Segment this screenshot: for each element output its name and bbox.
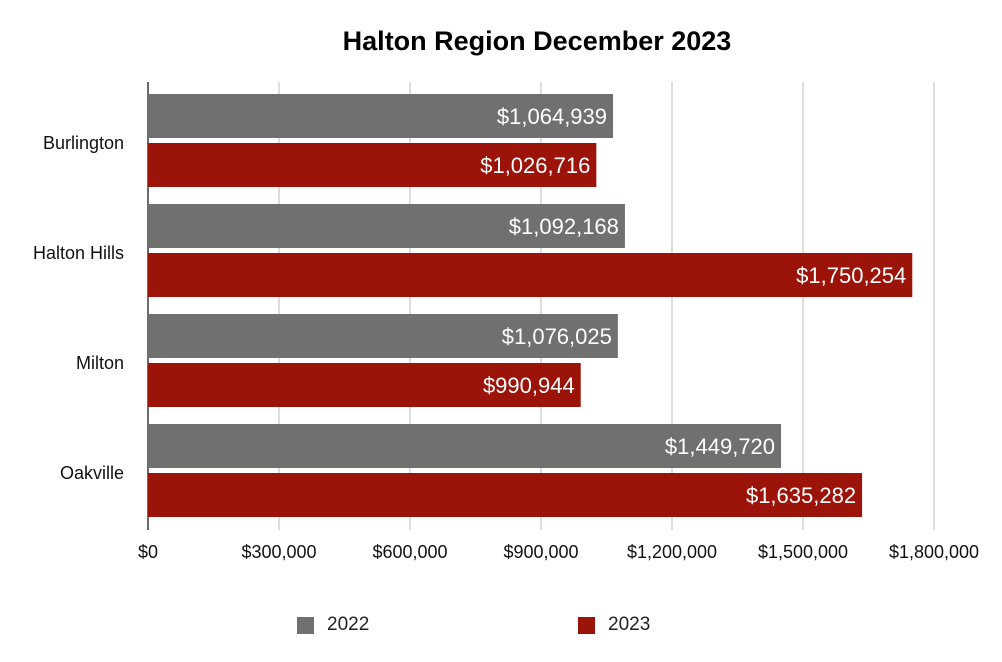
data-label: $990,944 — [483, 373, 575, 398]
data-label: $1,635,282 — [746, 483, 856, 508]
bar-chart-plot: $0 $300,000 $600,000 $900,000 $1,200,000 $1,5… — [33, 82, 979, 562]
legend-item-2022: 2022 — [297, 614, 369, 636]
legend-swatch-2022 — [297, 616, 314, 634]
bar-2022 — [148, 204, 625, 248]
x-tick-label: $600,000 — [372, 542, 447, 562]
data-label: $1,449,720 — [665, 434, 775, 459]
x-tick-label: $1,500,000 — [758, 542, 848, 562]
data-label: $1,064,939 — [497, 104, 607, 129]
x-tick-label: $900,000 — [503, 542, 578, 562]
data-label: $1,076,025 — [502, 324, 612, 349]
chart-title: Halton Region December 2023 — [342, 26, 732, 56]
x-tick-label: $1,200,000 — [627, 542, 717, 562]
bar-2023 — [148, 473, 863, 517]
category-label: Milton — [76, 353, 124, 373]
x-tick-label: $1,800,000 — [889, 542, 979, 562]
legend-item-2023: 2023 — [578, 614, 650, 636]
x-tick-label: $0 — [138, 542, 158, 562]
category-label: Halton Hills — [33, 243, 124, 263]
bar-2023 — [148, 143, 597, 187]
legend: 2022 2023 — [0, 614, 1002, 638]
legend-swatch-2023 — [578, 616, 595, 634]
bar-2022 — [148, 424, 782, 468]
bar-2023 — [148, 253, 913, 297]
data-label: $1,026,716 — [480, 153, 590, 178]
bar-2022 — [148, 314, 618, 358]
category-label: Burlington — [43, 133, 124, 153]
data-label: $1,092,168 — [509, 214, 619, 239]
x-tick-label: $300,000 — [241, 542, 316, 562]
legend-label-2023: 2023 — [608, 614, 651, 635]
bar-2022 — [148, 94, 614, 138]
bar-2023 — [148, 363, 581, 407]
category-label: Oakville — [60, 463, 124, 483]
data-label: $1,750,254 — [796, 263, 906, 288]
legend-label-2022: 2022 — [327, 614, 370, 635]
